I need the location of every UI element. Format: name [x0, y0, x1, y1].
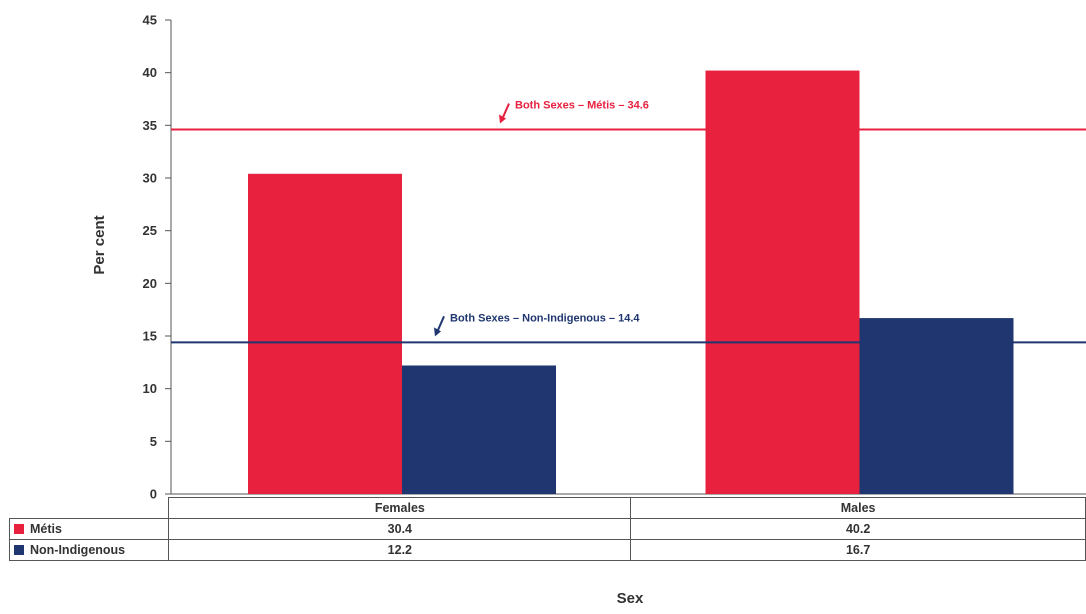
category-header-males: Males: [630, 497, 1086, 519]
y-tick-label: 0: [150, 487, 157, 502]
y-tick-label: 5: [150, 434, 157, 449]
x-axis-title: Sex: [616, 590, 644, 607]
category-header-females: Females: [168, 497, 632, 519]
table-corner-cell: [9, 497, 170, 519]
series-name-non-indigenous: Non-Indigenous: [30, 543, 126, 557]
reference-line-label: Both Sexes – Non-Indigenous – 14.4: [450, 312, 640, 324]
table-row-non-indigenous: Non-Indigenous 12.2 16.7: [8, 539, 1086, 561]
bar-non-indigenous-females: [402, 365, 556, 494]
y-tick-label: 20: [143, 276, 157, 291]
reference-lines-group: Both Sexes – Métis – 34.6 Both Sexes – No…: [171, 100, 1086, 344]
y-tick-label: 40: [143, 65, 157, 80]
table-row-metis: Métis 30.4 40.2: [8, 518, 1086, 540]
value-metis-males: 40.2: [630, 518, 1086, 540]
row-header-non-indigenous: Non-Indigenous: [8, 539, 170, 561]
reference-arrow-shaft: [436, 315, 445, 333]
row-header-metis: Métis: [8, 518, 170, 540]
y-tick-label: 10: [143, 381, 157, 396]
y-tick-label: 25: [143, 223, 157, 238]
value-metis-females: 30.4: [168, 518, 632, 540]
y-tick-label: 35: [143, 118, 157, 133]
y-axis-ticks: 0 5 10 15 20 25 30 35 40 45: [143, 13, 171, 502]
metis-legend-swatch: [14, 524, 24, 534]
reference-line-label: Both Sexes – Métis – 34.6: [515, 100, 649, 112]
reference-arrow-head: [499, 114, 506, 124]
y-tick-label: 30: [143, 171, 157, 186]
non-indigenous-legend-swatch: [14, 545, 24, 555]
data-table: Females Males Métis 30.4 40.2 Non-Indige…: [8, 497, 1086, 561]
bar-m-tis-males: [705, 70, 860, 494]
value-non-indigenous-females: 12.2: [168, 539, 632, 561]
y-axis-title: Per cent: [91, 215, 108, 274]
reference-arrow-shaft: [501, 103, 510, 120]
y-tick-label: 45: [143, 13, 157, 28]
series-name-metis: Métis: [30, 522, 62, 536]
bar-non-indigenous-males: [859, 318, 1014, 494]
bars-group: [248, 70, 1014, 494]
bar-m-tis-females: [248, 173, 402, 494]
reference-arrow-head: [434, 327, 441, 337]
value-non-indigenous-males: 16.7: [630, 539, 1086, 561]
table-header-row: Females Males: [9, 497, 1086, 519]
y-tick-label: 15: [143, 329, 157, 344]
